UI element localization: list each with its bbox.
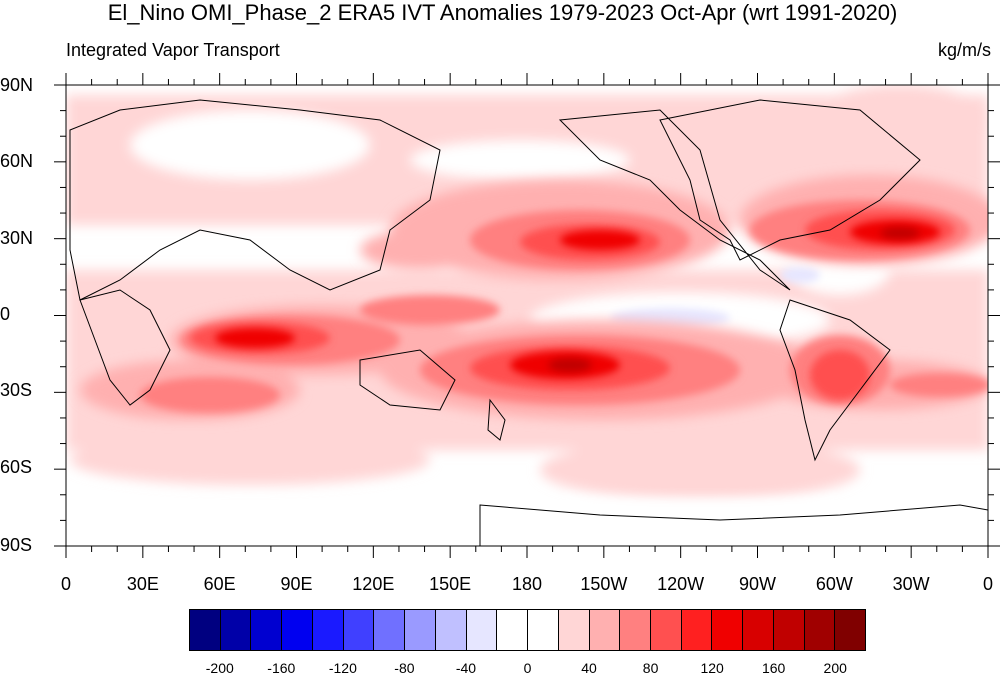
- longitude-label: 150E: [429, 574, 472, 594]
- colorbar-swatch: [435, 610, 467, 650]
- longitude-label: 0: [982, 574, 993, 594]
- colorbar-swatch: [835, 610, 866, 650]
- longitude-label: 150W: [580, 574, 628, 594]
- colorbar-label: -80: [394, 660, 415, 676]
- axis-ticks: [54, 73, 1000, 558]
- colorbar-label: 0: [523, 660, 532, 676]
- colorbar-label: 120: [700, 660, 724, 676]
- longitude-label: 120E: [352, 574, 395, 594]
- colorbar-label: 160: [761, 660, 786, 676]
- colorbar-swatch: [497, 610, 529, 650]
- colorbar-swatch: [190, 610, 221, 650]
- longitude-label: 0: [60, 574, 71, 594]
- latitude-label: 30N: [0, 228, 34, 248]
- longitude-label: 30W: [892, 574, 930, 594]
- colorbar-label: -160: [267, 660, 296, 676]
- longitude-label: 60W: [815, 574, 853, 594]
- colorbar-swatch: [712, 610, 744, 650]
- latitude-label: 0: [0, 304, 11, 324]
- latitude-label: 30S: [0, 380, 33, 400]
- latitude-label: 90N: [0, 75, 34, 95]
- colorbar-swatch: [312, 610, 344, 650]
- anomaly-field: [66, 85, 988, 546]
- colorbar-label: -120: [328, 660, 357, 676]
- colorbar: [189, 609, 866, 651]
- colorbar-swatch: [681, 610, 713, 650]
- colorbar-swatch: [804, 610, 836, 650]
- longitude-label: 90E: [280, 574, 313, 594]
- colorbar-swatch: [251, 610, 283, 650]
- latitude-label: 60S: [0, 457, 33, 477]
- colorbar-label: -40: [455, 660, 477, 676]
- colorbar-swatch: [220, 610, 252, 650]
- colorbar-swatch: [374, 610, 406, 650]
- colorbar-swatch: [282, 610, 313, 650]
- colorbar-label: -200: [205, 660, 234, 676]
- colorbar-label: 200: [823, 660, 847, 676]
- units-label: kg/m/s: [937, 40, 991, 60]
- colorbar-swatch: [773, 610, 805, 650]
- latitude-label: 60N: [0, 151, 34, 171]
- colorbar-swatch: [651, 610, 682, 650]
- coastlines: [69, 99, 988, 546]
- longitude-label: 30E: [126, 574, 159, 594]
- colorbar-swatch: [558, 610, 590, 650]
- longitude-label: 120W: [657, 574, 705, 594]
- longitude-label: 60E: [203, 574, 236, 594]
- map-title: El_Nino OMI_Phase_2 ERA5 IVT Anomalies 1…: [107, 0, 898, 25]
- colorbar-swatch: [528, 610, 559, 650]
- colorbar-swatch: [343, 610, 375, 650]
- colorbar-swatch: [589, 610, 621, 650]
- latitude-label: 90S: [0, 535, 33, 555]
- colorbar-label: 40: [581, 660, 597, 676]
- variable-label: Integrated Vapor Transport: [66, 40, 280, 60]
- colorbar-label: 80: [642, 660, 659, 676]
- longitude-label: 90W: [738, 574, 776, 594]
- colorbar-swatch: [620, 610, 652, 650]
- colorbar-swatch: [466, 610, 498, 650]
- longitude-label: 180: [511, 574, 543, 594]
- colorbar-swatch: [743, 610, 774, 650]
- colorbar-swatch: [405, 610, 436, 650]
